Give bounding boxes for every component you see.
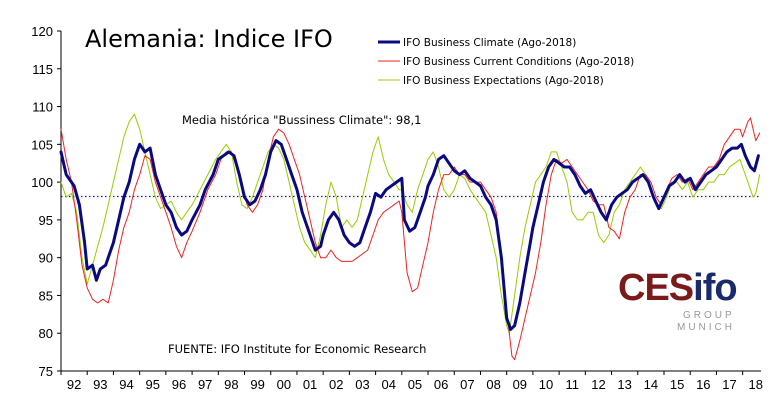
x-tick-label: 14: [644, 377, 658, 392]
x-tick-label: 17: [722, 377, 736, 392]
x-tick-label: 98: [224, 377, 238, 392]
logo-sub-group: GROUP: [683, 310, 735, 321]
legend-label-2: IFO Business Expectations (Ago-2018): [403, 75, 604, 87]
svg-text:CESifo: CESifo: [618, 267, 737, 309]
x-tick-label: 11: [565, 377, 579, 392]
x-tick-label: 15: [670, 377, 684, 392]
y-tick-label: 105: [31, 137, 53, 152]
x-tick-label: 10: [539, 377, 553, 392]
x-tick-label: 00: [277, 377, 291, 392]
x-tick-label: 09: [513, 377, 527, 392]
x-tick-label: 97: [198, 377, 212, 392]
series-line-0: [59, 139, 760, 331]
legend-label-1: IFO Business Current Conditions (Ago-201…: [403, 56, 634, 68]
cesifo-logo: CESifo GROUP MUNICH: [618, 267, 738, 333]
x-tick-label: 95: [146, 377, 160, 392]
x-tick-label: 02: [329, 377, 343, 392]
source-note: FUENTE: IFO Institute for Economic Resea…: [168, 342, 426, 356]
series-group: [59, 113, 761, 361]
y-tick-label: 75: [39, 364, 53, 379]
series-line-1: [60, 117, 761, 361]
x-tick-label: 13: [617, 377, 631, 392]
x-tick-label: 04: [381, 377, 395, 392]
x-tick-label: 01: [303, 377, 317, 392]
x-tick-label: 99: [250, 377, 264, 392]
mean-annotation: Media histórica "Bussiness Climate": 98,…: [182, 113, 422, 127]
x-tick-label: 12: [591, 377, 605, 392]
x-tick-label: 06: [434, 377, 448, 392]
x-tick-label: 93: [93, 377, 107, 392]
y-tick-label: 85: [39, 288, 53, 303]
x-tick-label: 96: [172, 377, 186, 392]
x-tick-label: 03: [355, 377, 369, 392]
x-tick-label: 18: [749, 377, 763, 392]
y-tick-label: 80: [39, 326, 53, 341]
y-tick-label: 95: [39, 213, 53, 228]
logo-text-ifo: ifo: [693, 267, 736, 309]
x-tick-label: 05: [408, 377, 422, 392]
y-tick-label: 90: [39, 251, 53, 266]
y-tick-label: 110: [32, 100, 53, 115]
x-tick-label: 16: [696, 377, 710, 392]
y-tick-label: 100: [31, 175, 53, 190]
y-tick-label: 115: [32, 62, 53, 77]
logo-text-ces: CES: [618, 267, 693, 309]
x-tick-label: 92: [67, 377, 81, 392]
logo-sub-munich: MUNICH: [677, 322, 735, 333]
legend-label-0: IFO Business Climate (Ago-2018): [403, 37, 576, 49]
x-tick-label: 94: [119, 377, 133, 392]
chart-title: Alemania: Indice IFO: [85, 25, 333, 53]
x-tick-label: 08: [486, 377, 500, 392]
legend: IFO Business Climate (Ago-2018) IFO Busin…: [378, 37, 634, 87]
x-tick-label: 07: [460, 377, 474, 392]
y-tick-label: 120: [31, 24, 53, 39]
